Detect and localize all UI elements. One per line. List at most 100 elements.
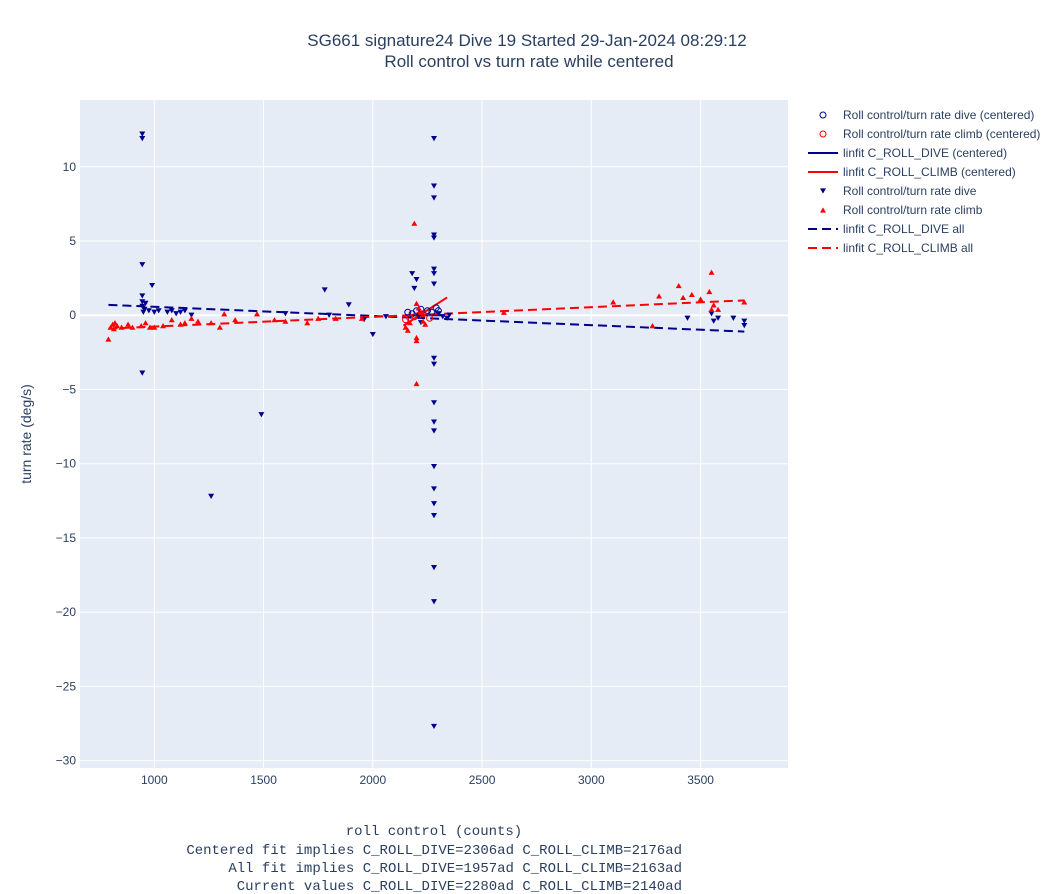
data-point-series-4 [369,331,376,338]
data-point-series-4 [164,309,171,315]
data-point-series-4 [431,565,437,571]
data-point-series-0 [428,308,436,316]
data-point-series-5 [420,318,427,324]
data-point-series-4 [258,412,265,418]
legend-item-6[interactable]: linfit C_ROLL_DIVE all [808,222,964,236]
y-tick-label: −5 [62,382,76,396]
data-point-series-4 [431,400,437,406]
legend-item-2[interactable]: linfit C_ROLL_DIVE (centered) [808,146,1007,160]
data-point-series-5 [404,327,411,333]
data-point-series-4 [431,183,437,189]
x-tick-label: 3000 [578,773,605,787]
data-point-series-4 [431,135,437,142]
data-point-series-4 [431,232,437,238]
data-point-series-5 [195,318,201,324]
data-point-series-5 [282,318,289,324]
data-point-series-5 [138,323,145,329]
legend-item-7[interactable]: linfit C_ROLL_CLIMB all [808,241,973,255]
data-point-series-5 [411,220,418,226]
data-point-series-1 [426,314,434,322]
data-point-series-4 [444,315,451,321]
data-point-series-5 [710,302,717,308]
data-point-series-4 [382,314,389,320]
legend-label: linfit C_ROLL_DIVE (centered) [843,146,1007,160]
data-point-series-4 [188,312,195,318]
data-point-series-4 [173,311,180,317]
data-point-series-4 [141,306,148,312]
data-point-series-5 [413,380,420,387]
data-point-series-5 [177,321,184,327]
data-point-series-4 [431,195,437,201]
data-point-series-5 [208,320,215,326]
data-point-series-5 [708,306,715,312]
data-point-series-5 [254,311,260,317]
legend-item-4[interactable]: Roll control/turn rate dive [820,184,977,198]
data-point-series-4 [151,309,158,315]
y-tick-label: −20 [56,605,77,619]
plot-area[interactable] [80,100,788,768]
data-point-series-4 [431,723,437,730]
data-point-series-4 [741,318,748,324]
data-point-series-5 [271,317,278,323]
data-point-series-5 [406,320,413,326]
data-point-series-5 [181,320,188,326]
data-point-series-4 [139,370,146,376]
data-point-series-5 [129,324,136,330]
x-axis-note-line-3: Current values C_ROLL_DIVE=2280ad C_ROLL… [237,879,682,894]
data-point-series-5 [188,315,195,321]
data-point-series-0 [413,307,421,315]
y-tick-label: −15 [56,531,77,545]
data-point-series-5 [118,324,125,330]
data-point-series-4 [181,308,188,314]
data-point-series-4 [684,315,691,321]
data-markers [105,131,748,730]
data-point-series-5 [413,337,420,344]
data-point-series-5 [656,293,663,299]
data-point-series-5 [151,324,158,330]
legend-label: Roll control/turn rate climb [843,203,983,217]
data-point-series-5 [413,334,420,341]
data-point-series-4 [139,262,146,268]
data-point-series-4 [321,287,328,293]
legend-label: Roll control/turn rate dive [843,184,977,198]
data-point-series-4 [431,281,437,287]
data-point-series-5 [706,288,713,295]
data-point-series-5 [216,324,223,330]
legend-swatch [820,207,826,213]
data-point-series-4 [155,308,162,314]
data-point-series-5 [708,269,715,275]
data-point-series-4 [139,293,146,299]
x-axis-title: roll control (counts) [346,824,522,840]
data-point-series-4 [730,315,737,321]
data-point-series-5 [688,291,695,298]
data-point-series-5 [125,321,132,327]
data-point-series-5 [221,311,228,317]
y-tick-label: 0 [69,308,76,322]
legend-item-5[interactable]: Roll control/turn rate climb [820,203,983,217]
data-point-series-4 [431,271,437,277]
legend-swatch [820,188,826,194]
y-tick-label: 5 [69,234,76,248]
data-point-series-4 [413,277,420,283]
data-point-series-4 [439,314,446,320]
data-point-series-4 [139,299,146,305]
legend-item-3[interactable]: linfit C_ROLL_CLIMB (centered) [808,165,1016,179]
data-point-series-4 [431,419,437,425]
legend-label: linfit C_ROLL_DIVE all [843,222,964,236]
data-point-series-5 [610,299,617,305]
legend-item-0[interactable]: Roll control/turn rate dive (centered) [819,108,1034,122]
data-point-series-4 [446,312,453,318]
data-point-series-4 [708,311,715,317]
legend[interactable]: Roll control/turn rate dive (centered) Ro… [808,108,1040,255]
legend-item-1[interactable]: Roll control/turn rate climb (centered) [819,127,1040,141]
data-point-series-5 [402,324,409,330]
data-point-series-4 [431,361,437,367]
data-point-series-1 [402,316,410,324]
data-point-series-5 [114,323,121,329]
data-point-series-4 [431,428,437,434]
x-tick-label: 2000 [359,773,386,787]
y-tick-label: −10 [56,457,77,471]
grid [80,100,788,768]
y-axis-title: turn rate (deg/s) [18,384,34,484]
